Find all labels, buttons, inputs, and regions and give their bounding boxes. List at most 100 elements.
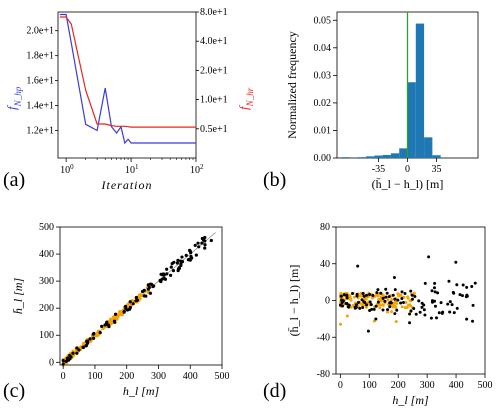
panel-a-left-tick-label: 1.8e+1 (26, 51, 54, 62)
panel-c-black-point (65, 358, 69, 362)
panel-d-x-tick-label: 100 (362, 380, 377, 391)
panel-b-y-tick-label: 0.00 (314, 153, 332, 164)
panel-d-orange-point (352, 295, 356, 299)
panel-a-left-tick-label: 1.4e+1 (26, 101, 54, 112)
panel-a-x-axis-label: Iteration (101, 178, 153, 192)
panel-d-orange-point (396, 292, 400, 296)
panel-d-black-point (420, 301, 424, 305)
panel-d-black-point (412, 306, 416, 310)
panel-a-right-tick-label: 0.5e+1 (200, 124, 228, 135)
panel-b-histogram-bar (341, 157, 350, 158)
panel-c-black-point (75, 351, 79, 355)
panel-b-histogram-bar (366, 156, 375, 158)
panel-c-black-point (135, 298, 140, 302)
panel-d-black-point (368, 309, 372, 313)
panel-d-black-point (388, 305, 392, 309)
panel-a-left-tick-label: 1.6e+1 (26, 76, 54, 87)
panel-d-black-point (447, 279, 451, 283)
panel-c-black-point (92, 336, 96, 340)
panel-d-black-point (362, 294, 366, 298)
panel-d-black-point (418, 310, 422, 314)
panel-d-orange-point (390, 298, 394, 302)
panel-d-orange-point (364, 305, 368, 309)
panel-d-black-point (371, 293, 375, 297)
panel-c-x-tick-label: 300 (151, 371, 166, 382)
panel-c-black-point (165, 267, 169, 271)
panel-d-black-point (340, 304, 344, 308)
panel-d-black-point (342, 293, 346, 297)
panel-a-plot-frame (57, 11, 197, 159)
panel-d-black-point (385, 291, 389, 295)
panel-d-black-point (379, 291, 383, 295)
panel-c-black-point (98, 330, 102, 335)
panel-c-black-point (144, 294, 148, 298)
panel-b-histogram-bar (374, 155, 383, 158)
panel-c-black-point (151, 284, 155, 289)
panel-d-orange-point (348, 297, 352, 301)
panel-c-y-tick-label: 400 (39, 249, 54, 260)
panel-c-black-point (193, 243, 197, 247)
panel-c-black-point (184, 253, 188, 257)
panel-c-black-point (68, 353, 72, 358)
panel-d-black-point (355, 292, 359, 296)
panel-d-x-axis-label: h_l [m] (392, 393, 429, 407)
panel-c-black-point (123, 304, 128, 308)
panel-b-histogram-bar (399, 148, 408, 158)
panel-d-black-point (460, 294, 464, 298)
panel-d-black-point (446, 302, 450, 306)
panel-c-black-point (176, 258, 180, 262)
panel-c-black-point (61, 362, 65, 366)
panel-c-plot-frame (59, 226, 223, 366)
panel-c-black-point (171, 269, 176, 273)
panel-b-histogram-bar (407, 82, 416, 158)
panel-d-black-point (361, 305, 365, 309)
panel-d-black-point (346, 305, 350, 309)
panel-c-black-point (162, 276, 166, 280)
panel-d-orange-point (406, 295, 410, 299)
panel-d-black-point (422, 308, 426, 312)
panel-d-orange-point (405, 305, 409, 309)
panel-d-black-point (376, 300, 380, 304)
panel-d-black-point (340, 298, 344, 302)
panel-b-histogram-bar (415, 23, 425, 159)
panel-c-black-point (113, 320, 117, 324)
panel-c-black-point (209, 238, 213, 243)
panel-d-black-point (452, 291, 456, 295)
panel-d-orange-point (345, 314, 349, 318)
panel-c-orange-point (110, 321, 114, 325)
panel-b-histogram-bar (390, 153, 400, 158)
panel-d-orange-point (360, 303, 364, 307)
panel-d-orange-point (400, 305, 404, 309)
panel-d-black-point (360, 298, 364, 302)
panel-label-c: (c) (3, 380, 25, 402)
panel-d-black-point (436, 291, 440, 295)
panel-c-black-point (203, 239, 207, 243)
panel-c-black-point (159, 279, 163, 284)
panel-d-black-point (368, 292, 372, 296)
panel-b-histogram-bar (357, 157, 367, 158)
panel-c-black-point (61, 358, 65, 363)
panel-d-y-tick-label: 0 (325, 296, 330, 307)
panel-d-black-point (399, 301, 403, 305)
panel-d-black-point (430, 289, 434, 293)
panel-d-black-point (356, 264, 360, 268)
panel-b-y-tick-label: 0.01 (314, 125, 332, 136)
panel-d-orange-point (391, 303, 395, 307)
panel-c-black-point (146, 287, 150, 291)
panel-c-orange-point (120, 313, 124, 317)
panel-b-y-tick-label: 0.04 (314, 43, 332, 54)
panel-d-orange-point (394, 306, 398, 310)
panel-d-black-point (430, 300, 434, 304)
panel-c-black-point (187, 257, 191, 261)
panel-c-black-point (188, 248, 192, 252)
panel-c-orange-point (118, 309, 122, 314)
panel-c-black-point (92, 331, 96, 336)
panel-c-black-point (161, 272, 165, 276)
panel-c-x-axis-label: h_l [m] (123, 384, 160, 398)
panel-b-histogram-bar (382, 154, 391, 158)
panel-d-black-point (470, 285, 474, 289)
panel-d-black-point (374, 304, 378, 308)
panel-d-black-point (357, 300, 361, 304)
panel-d-orange-point (339, 322, 343, 326)
panel-d-black-point (400, 290, 404, 294)
